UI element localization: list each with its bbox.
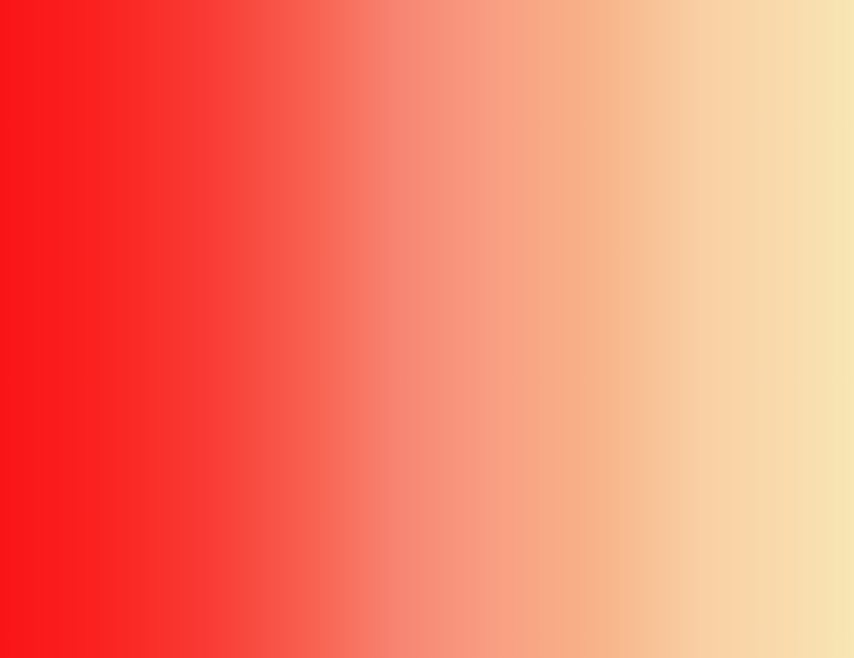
gradient-surface bbox=[0, 0, 854, 658]
gradient-canvas bbox=[0, 0, 854, 658]
